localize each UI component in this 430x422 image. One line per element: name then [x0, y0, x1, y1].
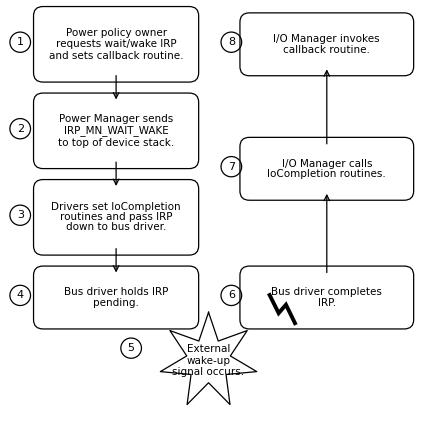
- Text: IoCompletion routines.: IoCompletion routines.: [267, 169, 386, 179]
- Text: 4: 4: [17, 290, 24, 300]
- FancyBboxPatch shape: [34, 93, 199, 168]
- Text: 5: 5: [128, 343, 135, 353]
- Text: 3: 3: [17, 210, 24, 220]
- FancyBboxPatch shape: [240, 137, 414, 200]
- Text: Bus driver completes
IRP.: Bus driver completes IRP.: [271, 287, 382, 308]
- FancyBboxPatch shape: [34, 180, 199, 255]
- Text: I/O Manager calls: I/O Manager calls: [282, 159, 372, 169]
- Text: 2: 2: [17, 124, 24, 134]
- Text: Power Manager sends
IRP_MN_WAIT_WAKE
to top of device stack.: Power Manager sends IRP_MN_WAIT_WAKE to …: [58, 114, 174, 148]
- FancyBboxPatch shape: [34, 7, 199, 82]
- Polygon shape: [160, 312, 257, 405]
- FancyBboxPatch shape: [240, 266, 414, 329]
- Text: down to bus driver.: down to bus driver.: [66, 222, 166, 233]
- Text: 8: 8: [228, 37, 235, 47]
- Text: 6: 6: [228, 290, 235, 300]
- Text: routines and pass IRP: routines and pass IRP: [60, 212, 172, 222]
- Text: 1: 1: [17, 37, 24, 47]
- FancyBboxPatch shape: [34, 266, 199, 329]
- FancyBboxPatch shape: [240, 13, 414, 76]
- Text: External
wake-up
signal occurs.: External wake-up signal occurs.: [172, 344, 245, 377]
- Text: Bus driver holds IRP
pending.: Bus driver holds IRP pending.: [64, 287, 168, 308]
- Text: Drivers set IoCompletion: Drivers set IoCompletion: [51, 202, 181, 212]
- Text: 7: 7: [228, 162, 235, 172]
- Text: I/O Manager invokes
callback routine.: I/O Manager invokes callback routine.: [273, 33, 380, 55]
- Text: Power policy owner
requests wait/wake IRP
and sets callback routine.: Power policy owner requests wait/wake IR…: [49, 28, 183, 61]
